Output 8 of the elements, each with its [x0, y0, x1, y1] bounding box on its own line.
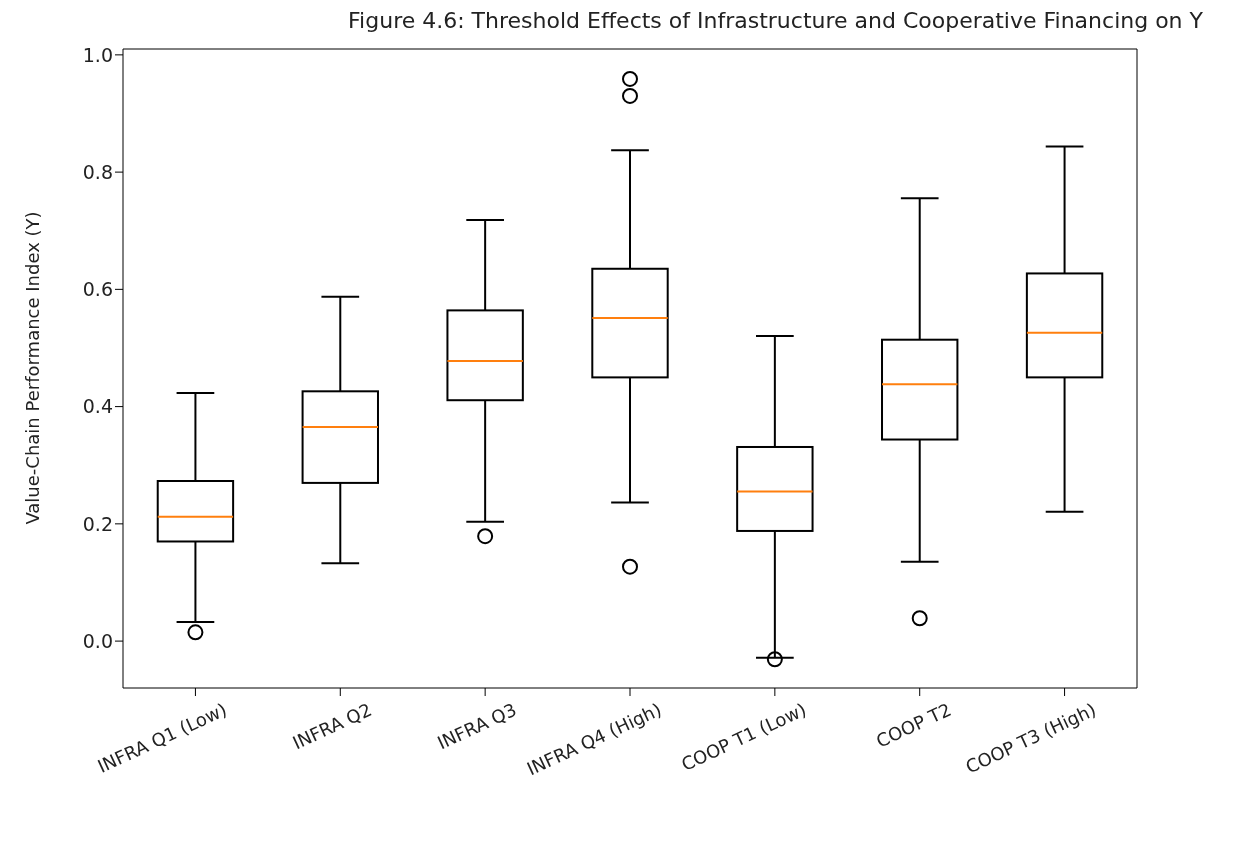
y-tick-label: 0.0: [82, 629, 113, 652]
y-axis-title: Value-Chain Performance Index (Y): [21, 211, 43, 525]
y-tick-label: 1.0: [82, 43, 113, 66]
y-tick-label: 0.4: [82, 395, 113, 418]
y-tick-label: 0.6: [82, 278, 113, 301]
y-tick-label: 0.8: [82, 160, 113, 183]
y-tick-label: 0.2: [82, 512, 113, 535]
chart-title: Figure 4.6: Threshold Effects of Infrastructure and Cooperative Financing on Y: [347, 8, 1204, 35]
